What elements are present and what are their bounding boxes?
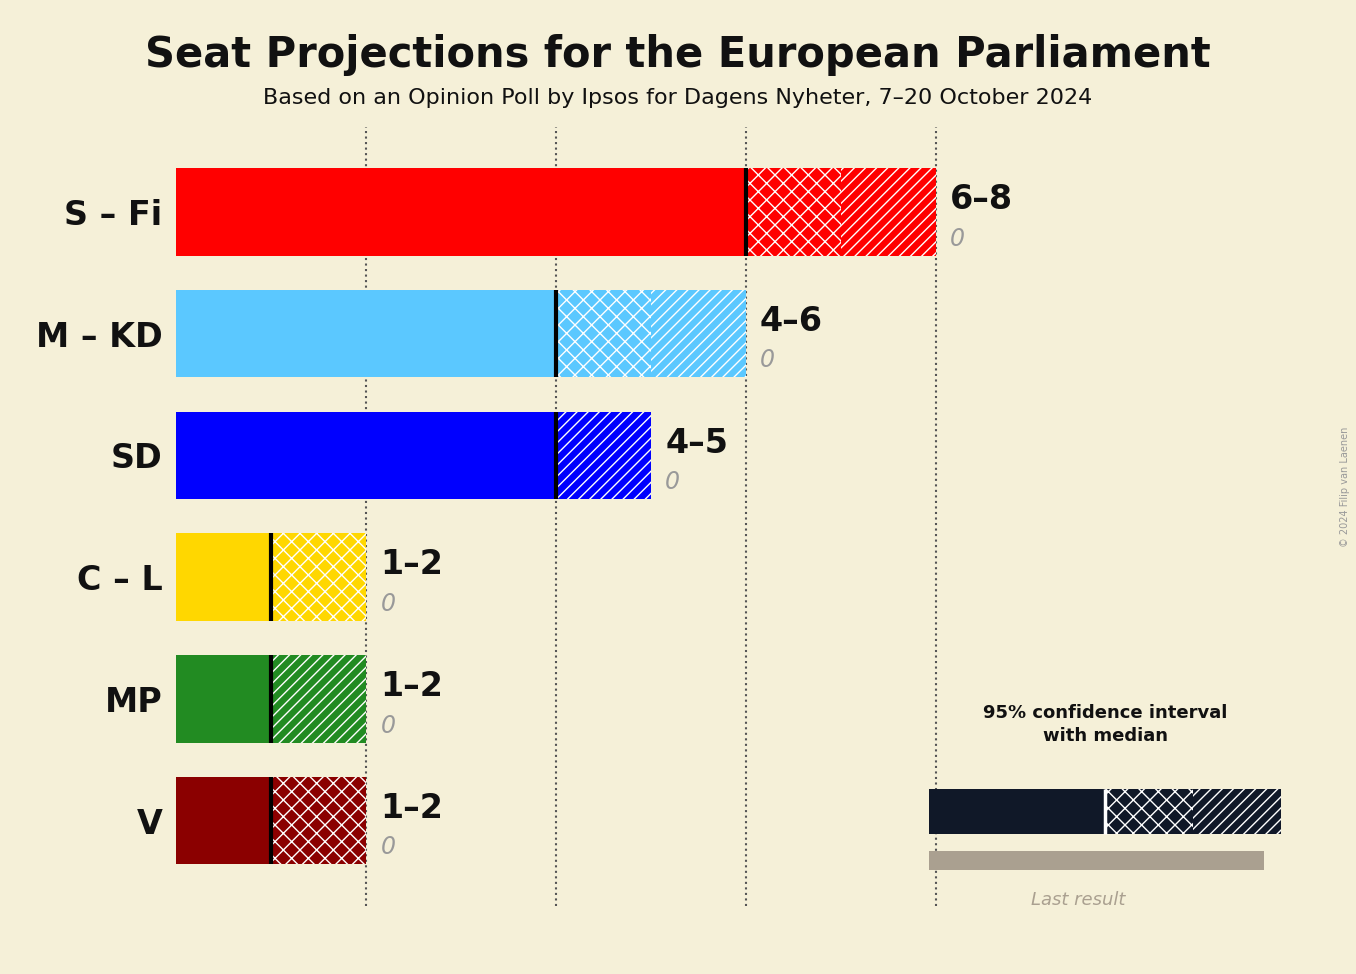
- Bar: [556, 290, 651, 377]
- Bar: [1105, 789, 1193, 834]
- Bar: [176, 534, 271, 621]
- Bar: [176, 168, 746, 255]
- Text: 0: 0: [380, 836, 396, 859]
- Text: 0: 0: [666, 470, 681, 494]
- Bar: [746, 168, 841, 255]
- Bar: [176, 411, 556, 499]
- Bar: [1193, 789, 1281, 834]
- Text: 95% confidence interval
with median: 95% confidence interval with median: [983, 704, 1227, 745]
- Text: 0: 0: [951, 227, 965, 250]
- Text: Based on an Opinion Poll by Ipsos for Dagens Nyheter, 7–20 October 2024: Based on an Opinion Poll by Ipsos for Da…: [263, 88, 1093, 108]
- Text: 4–5: 4–5: [666, 427, 728, 460]
- Bar: [651, 290, 746, 377]
- Text: 1–2: 1–2: [380, 670, 443, 703]
- Text: © 2024 Filip van Laenen: © 2024 Filip van Laenen: [1340, 427, 1351, 547]
- Bar: [271, 777, 366, 865]
- Text: Last result: Last result: [1031, 891, 1125, 909]
- Text: 4–6: 4–6: [761, 305, 823, 338]
- Bar: [176, 655, 271, 742]
- Bar: [929, 851, 1264, 870]
- Text: 0: 0: [380, 592, 396, 616]
- Text: 1–2: 1–2: [380, 548, 443, 581]
- Text: Seat Projections for the European Parliament: Seat Projections for the European Parlia…: [145, 34, 1211, 76]
- Text: 0: 0: [761, 349, 776, 372]
- Text: 1–2: 1–2: [380, 792, 443, 825]
- Text: 6–8: 6–8: [951, 183, 1013, 216]
- Bar: [176, 290, 556, 377]
- Bar: [271, 655, 366, 742]
- Bar: [929, 789, 1105, 834]
- Bar: [841, 168, 936, 255]
- Bar: [556, 411, 651, 499]
- Bar: [176, 777, 271, 865]
- Text: 0: 0: [380, 714, 396, 737]
- Bar: [271, 534, 366, 621]
